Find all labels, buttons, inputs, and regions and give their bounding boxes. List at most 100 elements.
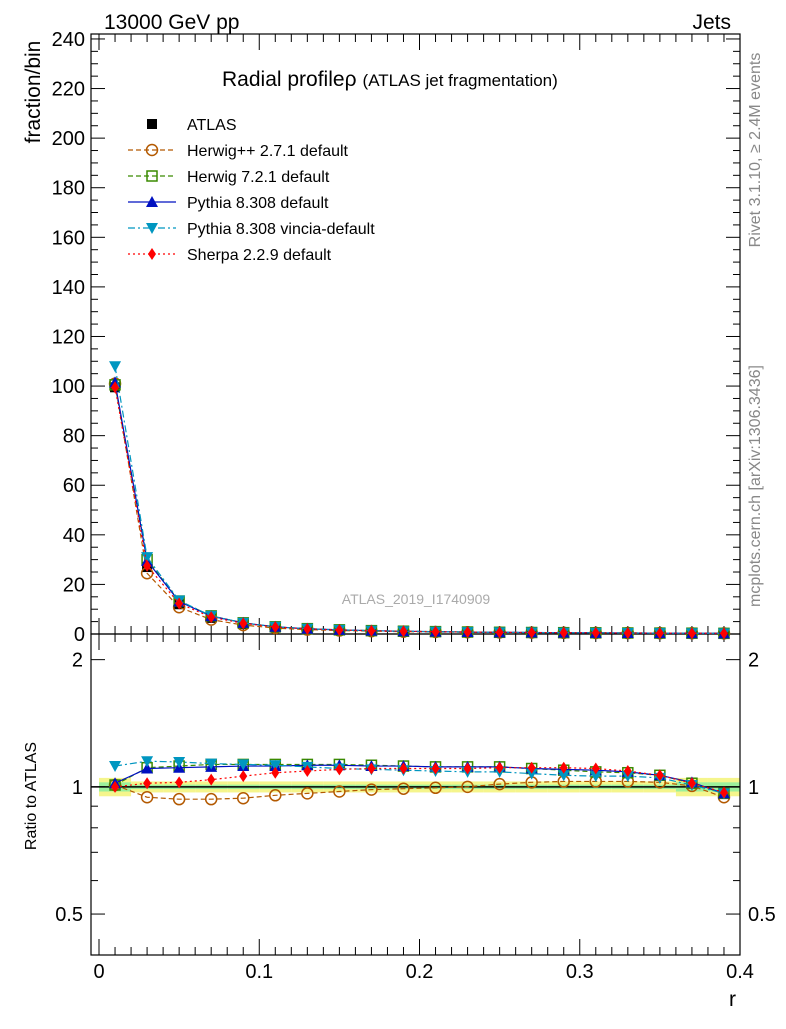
legend-item: ATLAS [147,117,237,134]
legend-item: Herwig++ 2.7.1 default [128,143,349,160]
ratio-data-point [365,783,378,796]
legend: ATLAS Herwig++ 2.7.1 default Herwig 7.2.1 … [128,117,375,264]
ratio-y-tick-label-left: 2 [72,650,83,672]
main-y-tick-label: 220 [52,79,85,101]
x-tick-label: 0.1 [245,961,273,983]
legend-item: Pythia 8.308 default [128,195,329,212]
main-data-point [591,626,600,639]
main-data-point [655,627,664,640]
ratio-data-point [239,770,248,783]
ratio-data-point [237,759,250,771]
ratio-data-point [205,758,218,770]
ratio-series-line [114,760,725,794]
x-axis-label: r [729,988,736,1011]
main-data-point [143,559,152,572]
ratio-data-point [236,791,250,805]
ratio-series [109,758,730,800]
main-data-point [687,627,696,640]
ratio-data-point [111,780,120,793]
ratio-data-point [431,762,440,775]
main-data-point [495,626,504,639]
ratio-data-point [461,780,474,794]
legend-item: Herwig 7.2.1 default [128,169,330,186]
main-y-tick-label: 40 [63,525,85,547]
main-y-tick-label: 0 [74,624,85,646]
ratio-y-tick-label-left: 1 [72,777,83,799]
legend-marker [145,143,159,157]
main-data-point [335,623,344,636]
ratio-data-point [207,773,216,786]
legend-marker [146,170,158,182]
main-ylabel: fraction/bin [22,41,45,144]
energy-label: 13000 GeV pp [104,11,239,34]
ratio-plot-frame [90,633,741,956]
x-tick-label: 0 [93,961,104,983]
ratio-data-point [141,756,154,768]
ratio-series [109,756,730,800]
legend-marker [148,248,156,260]
legend-item: Pythia 8.308 vincia-default [128,221,375,238]
ratio-data-point [525,768,538,780]
ratio-data-point [399,762,408,775]
ratio-data-point [397,782,410,795]
x-tick-label: 0.2 [406,961,434,983]
ratio-ylabel: Ratio to ATLAS [23,742,40,850]
ratio-data-point [557,770,570,782]
main-y-tick-label: 80 [63,426,85,448]
ratio-data-point [140,790,154,804]
legend-label: Herwig++ 2.7.1 default [187,143,349,160]
legend-label: Pythia 8.308 vincia-default [187,221,375,238]
main-data-point [623,626,632,639]
main-y-tick-label: 120 [52,326,85,348]
main-data-point [559,626,568,639]
mcplots-label: mcplots.cern.ch [arXiv:1306.3436] [747,365,764,607]
main-data-point [175,597,184,610]
ratio-data-point [495,761,504,774]
ratio-data-point [303,765,312,778]
ratio-data-point [463,762,472,775]
ratio-data-point [527,761,536,774]
main-data-point [463,626,472,639]
ratio-data-point [175,776,184,789]
ratio-data-point [623,765,632,778]
main-data-point [719,627,728,640]
ratio-data-point [333,785,346,798]
ratio-data-point [559,761,568,774]
main-data-point [111,381,120,394]
main-data-point [303,622,312,635]
ratio-data-point [367,762,376,775]
ratio-y-tick-label-left: 0.5 [55,904,83,926]
main-y-tick-label: 200 [52,128,85,150]
legend-marker [147,119,157,129]
main-data-point [239,617,248,630]
analysis-watermark: ATLAS_2019_I1740909 [342,591,491,607]
ratio-data-point [109,761,122,773]
ratio-data-point [591,762,600,775]
main-data-point [527,626,536,639]
main-series [111,381,728,640]
main-y-tick-label: 160 [52,227,85,249]
main-series-line [114,387,724,634]
main-data-point [367,624,376,637]
legend-label: Pythia 8.308 default [187,195,329,212]
ratio-data-point [269,789,282,802]
ratio-data-point [141,762,154,774]
ratio-data-point [719,786,728,799]
main-data-point [399,625,408,638]
ratio-data-point [493,777,506,791]
ratio-data-point [143,777,152,790]
process-label: Jets [692,11,731,34]
chart-title: Radial profileρ (ATLAS jet fragmentation) [222,68,558,91]
ratio-series-line [114,767,725,794]
legend-label: Sherpa 2.2.9 default [187,247,332,264]
main-series-line [114,366,724,634]
ratio-y-tick-label-right: 0.5 [748,904,776,926]
main-data-point [207,611,216,624]
ratio-y-tick-label-right: 1 [748,777,759,799]
main-y-tick-label: 140 [52,277,85,299]
svg-text:Radial profileρ(ATLAS jet frag: Radial profileρ (ATLAS jet fragmentation) [222,68,558,91]
main-y-tick-label: 60 [63,475,85,497]
main-y-ticks [91,38,740,635]
title-symbol: ρ [345,68,357,91]
